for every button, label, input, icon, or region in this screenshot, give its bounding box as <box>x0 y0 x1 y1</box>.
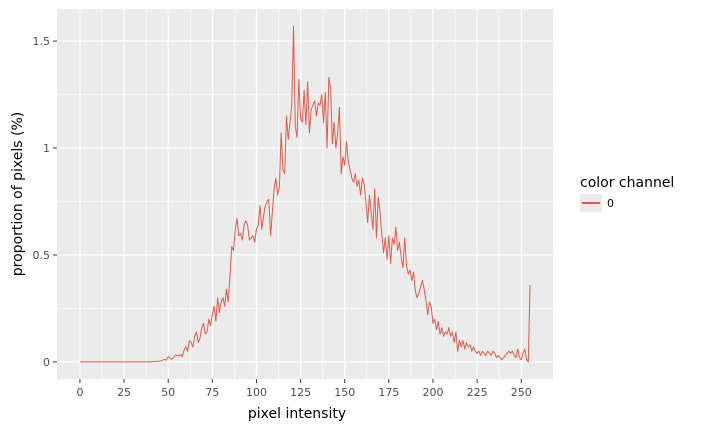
x-tick-label: 25 <box>117 386 131 399</box>
x-tick-label: 200 <box>422 386 443 399</box>
x-tick-label: 0 <box>76 386 83 399</box>
x-tick-label: 250 <box>511 386 532 399</box>
series-line <box>79 25 531 363</box>
x-axis-title: pixel intensity <box>248 406 346 422</box>
y-axis-title: proportion of pixels (%) <box>10 112 26 276</box>
y-tick-label: 1.5 <box>33 35 51 48</box>
grid-minor <box>57 9 553 379</box>
y-tick-label: 0 <box>43 356 50 369</box>
x-tick-label: 100 <box>246 386 267 399</box>
x-tick-label: 75 <box>205 386 219 399</box>
y-tick-label: 1 <box>43 142 50 155</box>
y-tick-label: 0.5 <box>33 249 51 262</box>
y-axis: 0 0.5 1 1.5 <box>33 35 57 369</box>
legend-title: color channel <box>580 175 674 191</box>
legend: color channel 0 <box>580 175 674 212</box>
x-tick-label: 225 <box>467 386 488 399</box>
legend-label: 0 <box>607 197 614 210</box>
x-tick-label: 150 <box>334 386 355 399</box>
x-tick-label: 125 <box>290 386 311 399</box>
legend-items: 0 <box>580 194 614 212</box>
x-axis: 0 25 50 75 100 125 150 175 200 225 250 <box>76 379 532 399</box>
x-tick-label: 50 <box>161 386 175 399</box>
x-tick-label: 175 <box>378 386 399 399</box>
grid-major <box>57 9 553 379</box>
plot-panel <box>57 9 553 379</box>
series-layer <box>79 25 531 363</box>
